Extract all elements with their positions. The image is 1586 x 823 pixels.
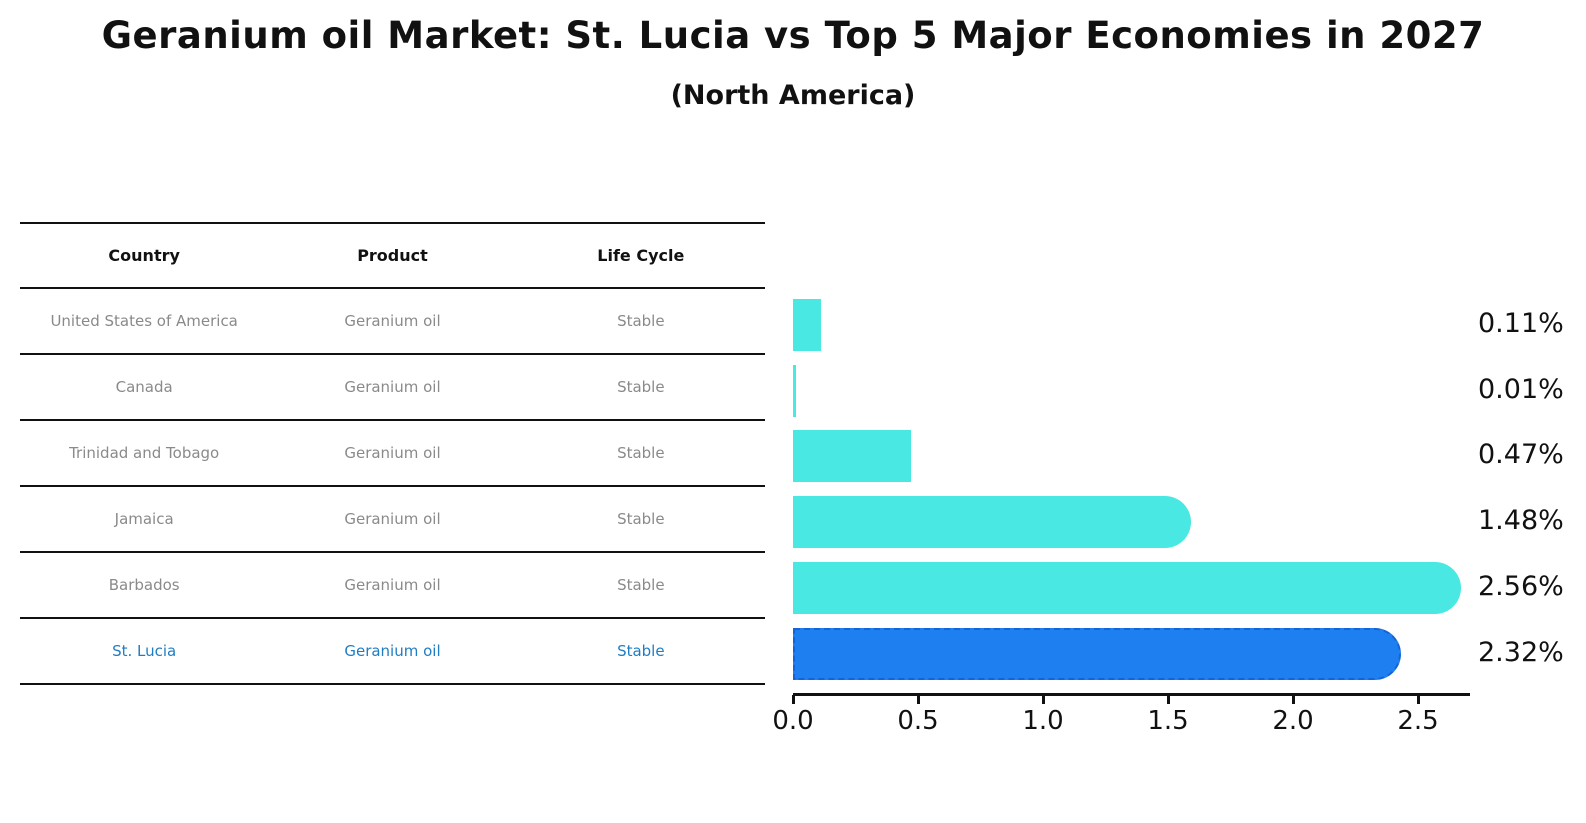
table-row: Trinidad and Tobago Geranium oil Stable [20,421,765,487]
table-cell-country: Trinidad and Tobago [69,444,220,462]
table-cell-life_cycle: Stable [617,642,665,660]
table-body: United States of America Geranium oil Stab… [20,289,765,685]
bar-value-label: 2.32% [1478,637,1564,668]
bar-jamaica [793,496,1191,548]
x-axis-tick [792,695,795,704]
table-cell-product: Geranium oil [344,576,441,594]
table-cell-product: Geranium oil [344,444,441,462]
x-axis-tick-label: 1.5 [1147,706,1189,736]
bar-value-label: 0.47% [1478,439,1564,470]
table-cell-country: Canada [115,378,173,396]
bar-value-label: 1.48% [1478,505,1564,536]
table-row: Jamaica Geranium oil Stable [20,487,765,553]
x-axis-tick [1167,695,1170,704]
table-header-product: Product [357,246,428,265]
table-row: Canada Geranium oil Stable [20,355,765,421]
table-header-lifecycle: Life Cycle [597,246,685,265]
bar-value-label: 0.11% [1478,308,1564,339]
x-axis-tick-label: 0.5 [897,706,939,736]
table-cell-product: Geranium oil [344,378,441,396]
x-axis-tick [1042,695,1045,704]
x-axis-tick [917,695,920,704]
table-header-row: Country Product Life Cycle [20,224,765,289]
bar-canada [793,365,796,417]
table-cell-product: Geranium oil [344,510,441,528]
table-cell-life_cycle: Stable [617,510,665,528]
x-axis-tick [1292,695,1295,704]
table-cell-country: St. Lucia [112,642,177,660]
bar-value-label: 0.01% [1478,374,1564,405]
bar-trinidad-and-tobago [793,430,911,482]
country-table: Country Product Life Cycle United States… [20,222,765,685]
x-axis-tick-label: 0.0 [772,706,814,736]
chart-subtitle: (North America) [670,80,916,111]
table-cell-country: Barbados [108,576,180,594]
table-cell-country: Jamaica [114,510,174,528]
table-cell-life_cycle: Stable [617,378,665,396]
table-cell-life_cycle: Stable [617,312,665,330]
table-cell-product: Geranium oil [344,312,441,330]
table-row: St. Lucia Geranium oil Stable [20,619,765,685]
bar-united-states-of-america [793,299,821,351]
table-cell-product: Geranium oil [344,642,441,660]
x-axis-tick-label: 2.5 [1397,706,1439,736]
table-cell-country: United States of America [50,312,238,330]
table-cell-life_cycle: Stable [617,576,665,594]
bar-value-label: 2.56% [1478,571,1564,602]
table-header-country: Country [108,246,180,265]
table-row: United States of America Geranium oil Stab… [20,289,765,355]
chart-title: Geranium oil Market: St. Lucia vs Top 5 … [101,14,1485,57]
bar-barbados [793,562,1461,614]
table-cell-life_cycle: Stable [617,444,665,462]
x-axis-tick-label: 1.0 [1022,706,1064,736]
table-row: Barbados Geranium oil Stable [20,553,765,619]
x-axis-line [793,693,1470,696]
x-axis-tick [1417,695,1420,704]
bar-st-lucia [793,628,1401,680]
x-axis-tick-label: 2.0 [1272,706,1314,736]
